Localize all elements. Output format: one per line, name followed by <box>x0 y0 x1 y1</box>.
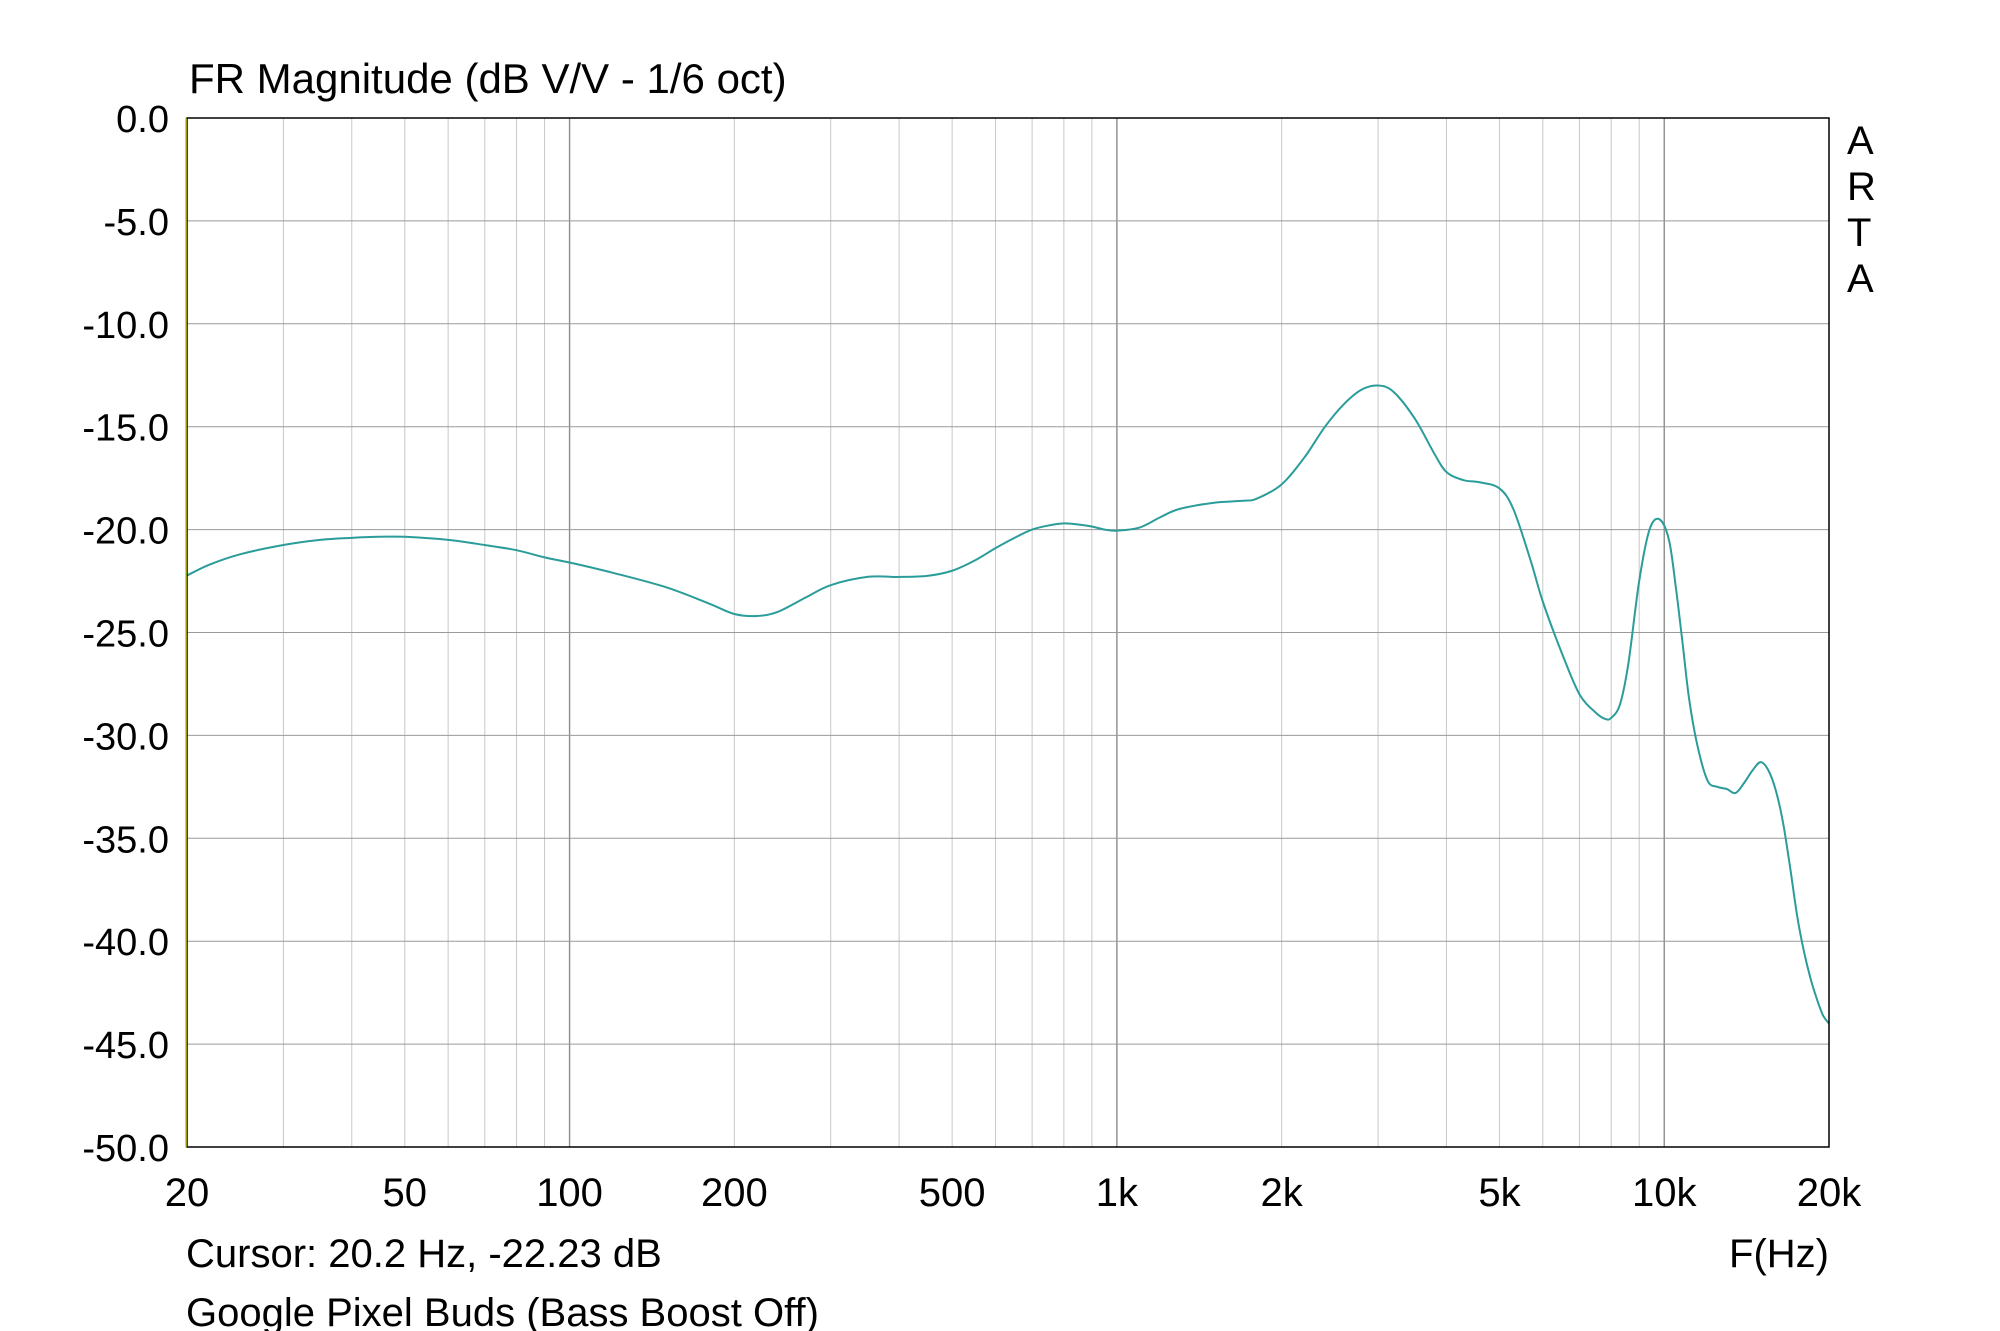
y-tick-label: -20.0 <box>82 511 169 553</box>
x-tick-label: 500 <box>919 1171 986 1215</box>
chart-caption: Google Pixel Buds (Bass Boost Off) <box>186 1291 819 1331</box>
y-tick-label: -15.0 <box>82 408 169 450</box>
x-tick-label: 2k <box>1261 1171 1304 1215</box>
watermark-letter: A <box>1847 257 1874 301</box>
y-tick-label: -45.0 <box>82 1025 169 1067</box>
y-tick-label: -50.0 <box>82 1128 169 1170</box>
cursor-readout: Cursor: 20.2 Hz, -22.23 dB <box>186 1232 662 1276</box>
watermark-letter: T <box>1847 211 1871 255</box>
series-line <box>186 384 1830 1025</box>
major-gridlines <box>187 118 1829 1147</box>
x-tick-label: 50 <box>383 1171 428 1215</box>
y-tick-label: -30.0 <box>82 716 169 758</box>
y-tick-label: -25.0 <box>82 614 169 656</box>
y-tick-label: -35.0 <box>82 819 169 861</box>
y-tick-label: -40.0 <box>82 922 169 964</box>
series-group <box>186 384 1830 1025</box>
y-tick-label: -10.0 <box>82 305 169 347</box>
x-tick-label: 20 <box>165 1171 210 1215</box>
x-tick-label: 5k <box>1478 1171 1521 1215</box>
y-tick-label: -5.0 <box>104 202 169 244</box>
x-tick-label: 1k <box>1096 1171 1139 1215</box>
x-tick-labels: 20 50 100 200 500 1k 2k 5k 10k 20k <box>165 1171 1862 1215</box>
x-tick-label: 200 <box>701 1171 768 1215</box>
x-axis-label: F(Hz) <box>1729 1232 1829 1276</box>
x-tick-label: 10k <box>1632 1171 1697 1215</box>
plot-frame <box>186 117 1830 1148</box>
y-tick-label: 0.0 <box>116 99 169 141</box>
x-tick-label: 20k <box>1797 1171 1862 1215</box>
chart-title: FR Magnitude (dB V/V - 1/6 oct) <box>189 55 787 102</box>
watermark-letter: A <box>1847 119 1874 163</box>
watermark-letter: R <box>1847 165 1876 209</box>
y-tick-labels: 0.0 -5.0 -10.0 -15.0 -20.0 -25.0 -30.0 -35.0 -40… <box>82 99 169 1170</box>
x-tick-label: 100 <box>536 1171 603 1215</box>
